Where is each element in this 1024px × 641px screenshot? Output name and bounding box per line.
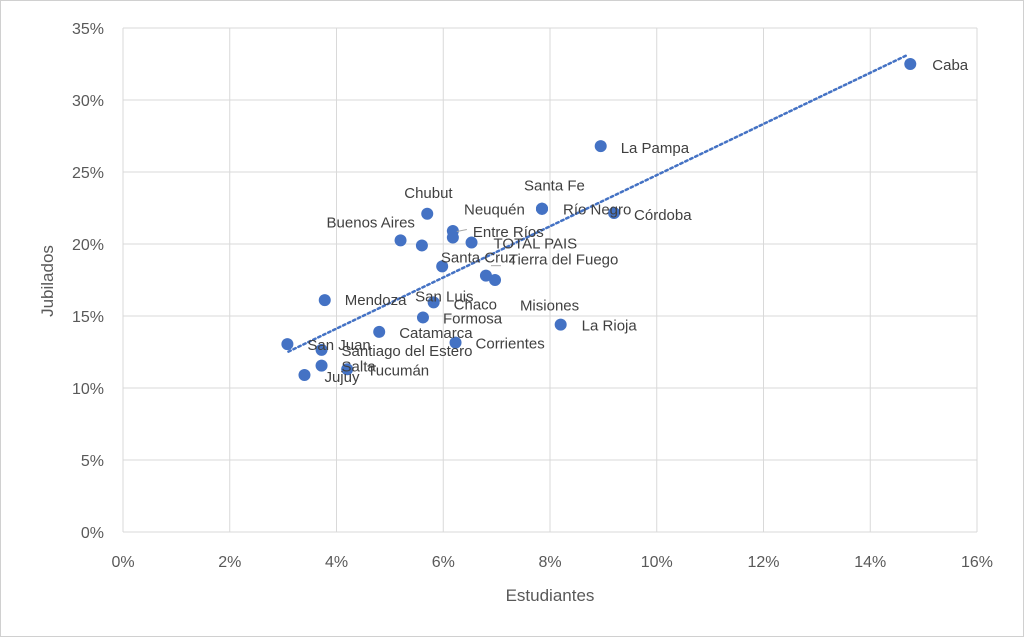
- data-point: [427, 296, 440, 309]
- data-labels: Caba La Pampa Santa Fe Río Negro Córdoba Neuq…: [307, 57, 968, 386]
- data-point: [465, 236, 478, 249]
- data-point: [315, 359, 328, 372]
- data-label: Neuquén: [464, 202, 525, 219]
- data-points: [281, 58, 917, 382]
- x-tick-label: 16%: [961, 554, 993, 571]
- data-label: San Juan: [307, 337, 370, 354]
- data-point: [554, 318, 567, 331]
- data-point: [394, 234, 407, 247]
- data-label: Buenos Aires: [327, 214, 415, 231]
- y-tick-label: 0%: [81, 525, 104, 542]
- y-tick-label: 15%: [72, 309, 104, 326]
- y-tick-label: 20%: [72, 237, 104, 254]
- trendline: [287, 53, 909, 353]
- data-label: Santa Cruz: [441, 249, 516, 266]
- data-point: [315, 343, 328, 356]
- data-point: [341, 363, 354, 376]
- data-label: Tierra del Fuego: [509, 252, 619, 269]
- y-tick-label: 35%: [72, 21, 104, 38]
- data-point: [415, 239, 428, 252]
- data-point: [436, 260, 449, 273]
- data-point: [904, 58, 917, 70]
- x-tick-label: 0%: [111, 554, 134, 571]
- data-point: [489, 274, 502, 286]
- data-label: La Pampa: [621, 140, 690, 157]
- data-label: Misiones: [520, 298, 579, 315]
- trendline-line: [287, 53, 909, 353]
- y-tick-label: 30%: [72, 93, 104, 110]
- data-point: [281, 338, 294, 351]
- data-label: Río Negro: [563, 202, 631, 219]
- x-tick-label: 14%: [854, 554, 886, 571]
- data-label: Santa Fe: [524, 178, 585, 195]
- data-label: Jujuy: [324, 369, 360, 386]
- data-point: [449, 336, 462, 349]
- data-label: La Rioja: [582, 318, 638, 335]
- x-tick-label: 6%: [432, 554, 455, 571]
- data-point: [446, 231, 459, 244]
- x-tick-label: 2%: [218, 554, 241, 571]
- y-axis-title: Jubilados: [38, 245, 57, 317]
- x-tick-label: 12%: [747, 554, 779, 571]
- axes: 0% 2% 4% 6% 8% 10% 12% 14% 16% 0% 5% 10% 15% 20% 25% 30…: [72, 21, 993, 571]
- data-label: Corrientes: [476, 336, 545, 353]
- data-point: [594, 140, 607, 153]
- data-point: [298, 369, 311, 382]
- x-axis-title: Estudiantes: [506, 586, 595, 605]
- y-tick-label: 10%: [72, 381, 104, 398]
- data-point: [421, 207, 434, 220]
- data-point: [373, 325, 386, 338]
- data-label: Salta: [342, 359, 377, 376]
- gridlines: [122, 27, 978, 533]
- x-tick-label: 4%: [325, 554, 348, 571]
- data-label: San Luis: [415, 288, 473, 305]
- data-label: Catamarca: [399, 325, 473, 342]
- data-point: [479, 269, 492, 282]
- data-point: [535, 202, 548, 215]
- data-point: [608, 207, 621, 220]
- data-label: Mendoza: [345, 292, 407, 309]
- y-tick-label: 5%: [81, 453, 104, 470]
- data-label: Santiago del Estero: [342, 343, 473, 360]
- data-label: Chaco: [454, 296, 497, 313]
- data-label: Tucumán: [367, 362, 429, 379]
- x-tick-label: 10%: [641, 554, 673, 571]
- x-tick-label: 8%: [538, 554, 561, 571]
- data-label: Chubut: [404, 185, 453, 202]
- data-label: TOTAL PAIS: [494, 236, 578, 253]
- data-point: [416, 311, 429, 324]
- data-point: [318, 294, 331, 307]
- leader-line: [456, 229, 467, 233]
- y-tick-label: 25%: [72, 165, 104, 182]
- data-label: Caba: [932, 57, 969, 74]
- data-label: Córdoba: [634, 207, 692, 224]
- data-label: Formosa: [443, 310, 503, 327]
- data-label: Entre Ríos: [473, 224, 544, 241]
